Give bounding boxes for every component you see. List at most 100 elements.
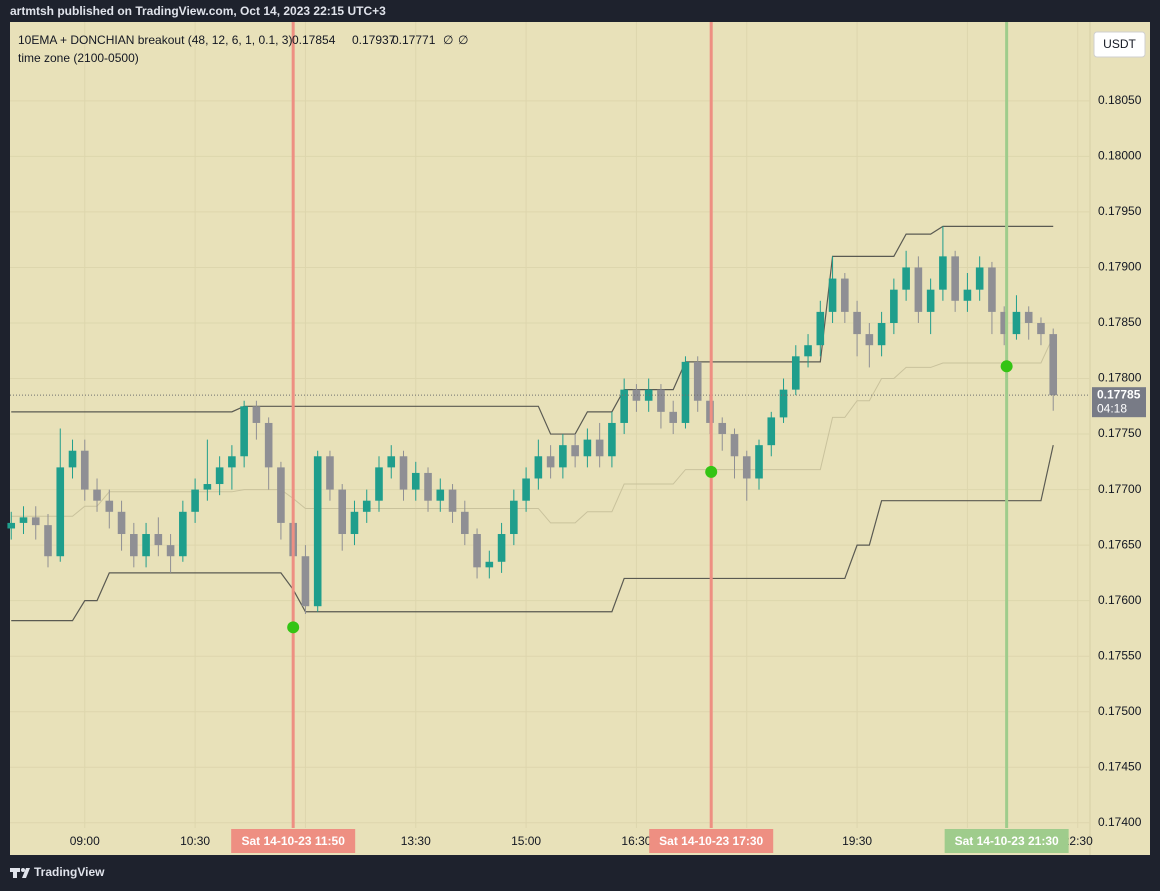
- candle-body: [755, 445, 763, 479]
- indicator-na: ∅: [458, 33, 468, 47]
- candle-body: [485, 561, 494, 568]
- y-tick-label: 0.17700: [1098, 482, 1142, 496]
- y-tick-label: 0.17500: [1098, 704, 1142, 718]
- candle-body: [7, 522, 16, 529]
- candle-body: [130, 534, 138, 557]
- y-tick-label: 0.17550: [1098, 648, 1142, 662]
- candle-body: [215, 467, 224, 485]
- x-tick-label: 13:30: [401, 834, 431, 848]
- candle-body: [963, 289, 972, 301]
- y-tick-label: 0.17850: [1098, 315, 1142, 329]
- last-price-box: [1092, 387, 1146, 418]
- candle-body: [448, 489, 457, 512]
- candle-body: [473, 534, 481, 568]
- candle-body: [411, 472, 420, 490]
- candle-body: [877, 322, 886, 346]
- candle-body: [1000, 311, 1008, 335]
- candle-body: [939, 256, 947, 290]
- y-tick-label: 0.17800: [1098, 371, 1142, 385]
- candle-body: [841, 278, 849, 312]
- candle-body: [326, 456, 334, 490]
- currency-label[interactable]: USDT: [1103, 37, 1136, 51]
- candle-body: [203, 484, 212, 490]
- candle-body: [1037, 322, 1045, 335]
- candle-body: [375, 467, 383, 501]
- candle-body: [608, 422, 616, 457]
- x-tick-label: 22:30: [1063, 834, 1093, 848]
- x-tick-label: 15:00: [511, 834, 541, 848]
- candle-body: [546, 456, 555, 468]
- candle-body: [828, 278, 837, 312]
- candle-body: [154, 534, 163, 546]
- candle-body: [240, 406, 248, 457]
- candle-body: [681, 361, 690, 423]
- candle-body: [534, 456, 543, 479]
- candle-body: [902, 267, 910, 290]
- x-tick-label: 19:30: [842, 834, 872, 848]
- candle-body: [228, 456, 236, 468]
- candle-body: [779, 389, 788, 418]
- candle-body: [191, 489, 199, 512]
- x-tick-label: 16:30: [621, 834, 651, 848]
- candle-body: [313, 456, 322, 607]
- candle-body: [252, 406, 261, 423]
- y-tick-label: 0.17650: [1098, 537, 1142, 551]
- candle-body: [277, 467, 285, 523]
- signal-dot: [287, 621, 300, 634]
- candle-body: [804, 345, 812, 357]
- grid: 0.17400 0.17450 0.17500 0.17550 0.17600 0.176…: [10, 22, 1142, 848]
- candle-body: [399, 456, 408, 490]
- brand-name: TradingView: [34, 865, 105, 879]
- candle-body: [117, 511, 126, 535]
- candle-body: [767, 417, 776, 446]
- candle-body: [142, 534, 150, 557]
- candle-body: [497, 534, 506, 562]
- y-tick-label: 0.18050: [1098, 93, 1142, 107]
- candle-body: [31, 517, 40, 526]
- candle-body: [1024, 311, 1033, 323]
- y-tick-label: 0.17600: [1098, 593, 1142, 607]
- candle-body: [742, 456, 751, 479]
- candle-body: [68, 450, 77, 468]
- y-tick-label: 0.17950: [1098, 204, 1142, 218]
- signal-dot: [705, 465, 718, 478]
- candle-body: [865, 334, 874, 346]
- candle-body: [914, 267, 923, 312]
- candle-body: [166, 545, 175, 557]
- time-badge-label: Sat 14-10-23 11:50: [241, 834, 345, 848]
- candle-body: [657, 389, 665, 412]
- time-badge-label: Sat 14-10-23 21:30: [955, 834, 1059, 848]
- candle-body: [620, 389, 628, 423]
- indicator-name: 10EMA + DONCHIAN breakout (48, 12, 6, 1,…: [18, 33, 292, 47]
- candle-body: [436, 489, 445, 501]
- candle-body: [816, 311, 825, 346]
- indicator-value: 0.17771: [392, 33, 436, 47]
- candle-body: [44, 525, 52, 557]
- candle-body: [461, 511, 469, 535]
- x-tick-label: 10:30: [180, 834, 210, 848]
- candle-body: [890, 289, 898, 323]
- y-tick-label: 0.17450: [1098, 759, 1142, 773]
- y-tick-label: 0.17750: [1098, 426, 1142, 440]
- timezone-label: time zone (2100-0500): [18, 51, 139, 65]
- time-badge: [649, 829, 774, 853]
- currency-button[interactable]: [1093, 31, 1146, 58]
- candle-body: [350, 511, 359, 535]
- candle-body: [179, 511, 187, 557]
- y-tick-label: 0.17400: [1098, 815, 1142, 829]
- published-line: artmtsh published on TradingView.com, Oc…: [10, 4, 386, 18]
- plot-background: [10, 22, 1150, 855]
- candle-body: [791, 356, 800, 390]
- overlay: Sat 14-10-23 11:50 Sat 14-10-23 17:30 Sat …: [231, 22, 1146, 853]
- candle-body: [80, 450, 89, 490]
- plot: [7, 225, 1090, 622]
- indicator-line: [11, 336, 1054, 524]
- candle-body: [93, 489, 101, 501]
- candle-body: [56, 467, 65, 557]
- candle-body: [301, 556, 310, 607]
- indicator-line: [11, 225, 1054, 435]
- candle-body: [693, 361, 702, 401]
- x-tick-label: 09:00: [70, 834, 100, 848]
